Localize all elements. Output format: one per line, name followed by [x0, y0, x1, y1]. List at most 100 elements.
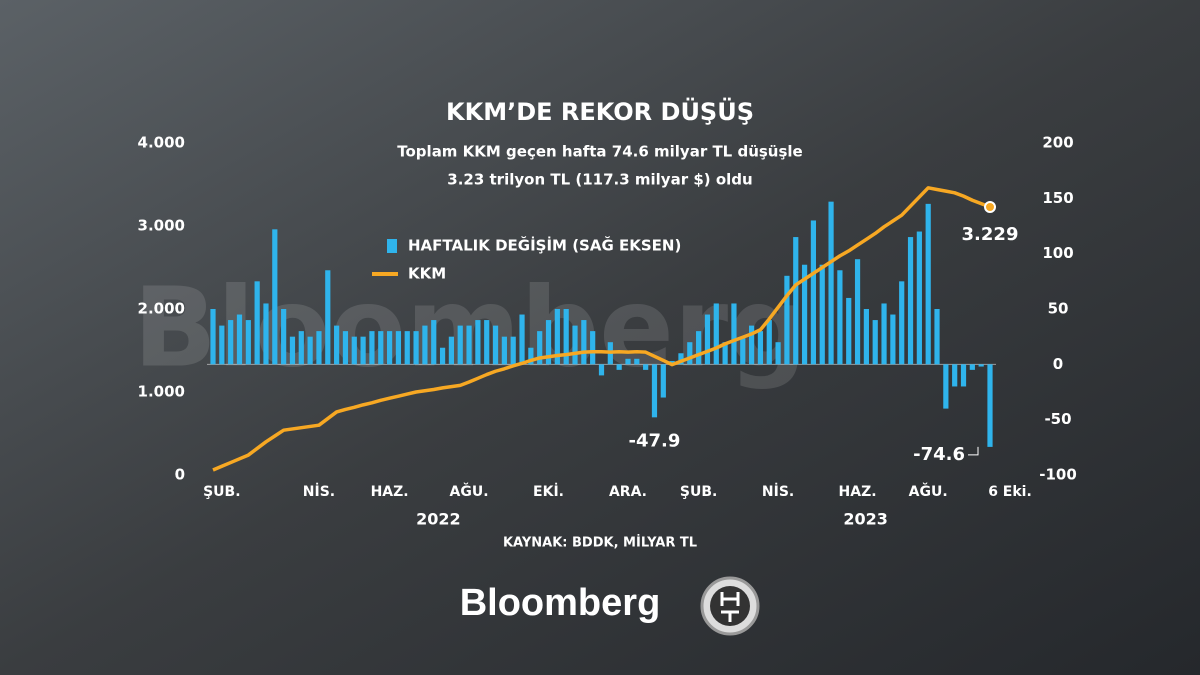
bar: [740, 336, 746, 365]
y-tick-label: 0: [175, 466, 185, 484]
y2-tick-label: 50: [1048, 300, 1069, 318]
y2-tick-label: 100: [1042, 244, 1073, 262]
bar: [281, 309, 287, 365]
bar: [643, 364, 649, 370]
bar: [616, 364, 622, 370]
bar: [563, 309, 569, 365]
bar: [263, 303, 269, 365]
y-tick-label: 2.000: [138, 300, 185, 318]
bar: [987, 364, 993, 447]
y2-tick-label: 150: [1042, 189, 1073, 207]
bar: [501, 336, 507, 365]
x-tick-label: HAZ.: [371, 484, 409, 500]
bar: [422, 325, 428, 365]
y-tick-label: 1.000: [138, 383, 185, 401]
subtitle: 3.23 trilyon TL (117.3 milyar $) oldu: [447, 171, 752, 189]
bar: [863, 309, 869, 365]
bar: [316, 331, 322, 365]
bar: [360, 336, 366, 365]
bar: [554, 309, 560, 365]
bar: [404, 331, 410, 365]
bar: [210, 309, 216, 365]
x-tick-label: NİS.: [762, 483, 794, 500]
bar: [757, 331, 764, 365]
label-leader: [968, 446, 979, 456]
bar: [342, 331, 349, 365]
bar: [828, 201, 834, 365]
bar: [925, 203, 931, 365]
bar: [448, 336, 454, 365]
x-tick-label: ŞUB.: [203, 484, 240, 500]
bar: [236, 314, 243, 365]
bar: [219, 325, 225, 365]
x-tick-label: AĞU.: [450, 482, 489, 500]
bar: [837, 270, 843, 365]
bar: [378, 331, 384, 365]
y2-tick-label: -100: [1039, 466, 1077, 484]
source: KAYNAK: BDDK, MİLYAR TL: [503, 535, 697, 551]
bar: [651, 364, 658, 418]
data-label: -47.9: [629, 430, 681, 451]
bar: [572, 325, 578, 365]
bar: [625, 358, 631, 365]
bar: [881, 303, 887, 365]
bar: [660, 364, 666, 398]
bar: [413, 331, 419, 365]
bar: [528, 347, 534, 365]
brand-logo: Bloomberg: [460, 582, 661, 624]
x-tick-label: 6 Eki.: [988, 484, 1032, 500]
line: [212, 186, 991, 472]
y-tick-label: 3.000: [138, 217, 185, 235]
bar: [369, 331, 375, 365]
bar: [916, 231, 922, 365]
bar: [854, 259, 861, 365]
bar: [784, 275, 790, 365]
x-group-label: 2023: [843, 510, 888, 529]
bar: [793, 237, 799, 365]
bar: [431, 320, 437, 365]
bar: [395, 331, 402, 365]
bar: [890, 314, 896, 365]
bar: [545, 320, 552, 365]
bar: [439, 347, 446, 365]
bar: [846, 297, 852, 365]
y-tick-label: 4.000: [138, 134, 185, 152]
bar: [952, 364, 958, 387]
x-tick-label: ŞUB.: [680, 484, 717, 500]
bar: [669, 361, 675, 365]
bar: [581, 320, 587, 365]
bar: [325, 270, 331, 365]
bar: [810, 220, 817, 365]
data-label: 3.229: [962, 224, 1019, 245]
bar: [492, 325, 499, 365]
bar: [457, 325, 463, 365]
bar: [475, 320, 481, 365]
bar: [731, 303, 737, 365]
bar: [775, 342, 781, 365]
bar: [696, 331, 702, 365]
bar: [934, 309, 940, 365]
legend-swatch: [387, 239, 397, 253]
bar: [907, 237, 914, 365]
y2-tick-label: 0: [1053, 355, 1063, 373]
bar: [590, 331, 596, 365]
chart-title: KKM’DE REKOR DÜŞÜŞ: [446, 96, 754, 126]
bar: [722, 342, 728, 365]
bar: [687, 342, 693, 365]
bar: [634, 358, 640, 365]
y2-tick-label: 200: [1042, 134, 1073, 152]
bar: [749, 325, 755, 365]
data-label: -74.6: [913, 444, 965, 465]
bar: [245, 320, 251, 365]
bar: [943, 364, 949, 409]
bar: [899, 281, 905, 365]
bar: [510, 336, 516, 365]
bar: [228, 320, 234, 365]
x-tick-label: ARA.: [609, 484, 647, 500]
bar: [519, 314, 525, 365]
x-tick-label: AĞU.: [909, 482, 948, 500]
bar: [386, 331, 393, 365]
bar: [484, 320, 490, 365]
